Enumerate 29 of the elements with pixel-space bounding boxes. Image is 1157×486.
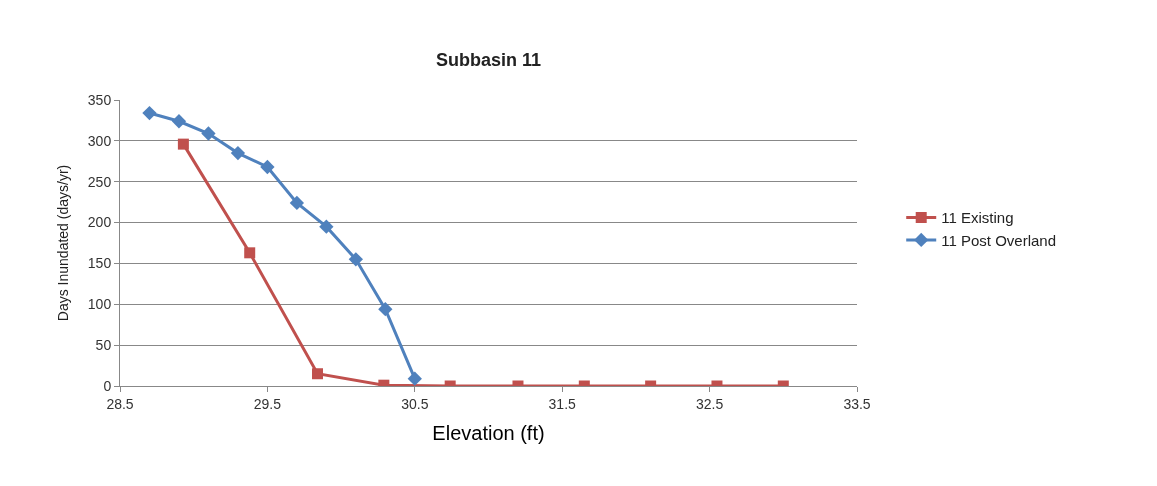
- y-tick-label: 300: [87, 132, 112, 149]
- x-tick-label: 32.5: [695, 395, 724, 412]
- chart-title: Subbasin 11: [435, 50, 542, 71]
- y-tick-label: 100: [87, 296, 112, 313]
- x-tick-label: 30.5: [401, 395, 429, 412]
- point: [177, 138, 189, 150]
- y-axis-title: Days Inundated (days/yr): [55, 164, 72, 322]
- point: [260, 159, 275, 175]
- y-tick-label: 200: [87, 214, 112, 231]
- y-tick-label: 50: [95, 337, 112, 354]
- legend-label: 11 Existing: [941, 209, 1014, 227]
- point: [348, 252, 363, 267]
- x-tick-label: 33.5: [843, 395, 871, 412]
- x-tick-label: 28.5: [106, 395, 134, 412]
- x-tick-label: 31.5: [548, 395, 577, 412]
- x-axis-title: Elevation (ft): [432, 422, 545, 445]
- point: [230, 145, 246, 161]
- point: [319, 219, 334, 234]
- y-tick-label: 150: [87, 255, 112, 272]
- x-tick-label: 29.5: [253, 395, 282, 412]
- y-tick-label: 350: [87, 91, 112, 108]
- legend-label: 11 Post Overland: [941, 231, 1057, 249]
- point: [289, 195, 305, 211]
- y-tick-label: 250: [87, 173, 112, 190]
- point: [201, 126, 216, 141]
- y-tick-label: 0: [103, 377, 112, 394]
- point: [244, 247, 256, 259]
- point: [142, 105, 157, 121]
- point: [171, 114, 187, 129]
